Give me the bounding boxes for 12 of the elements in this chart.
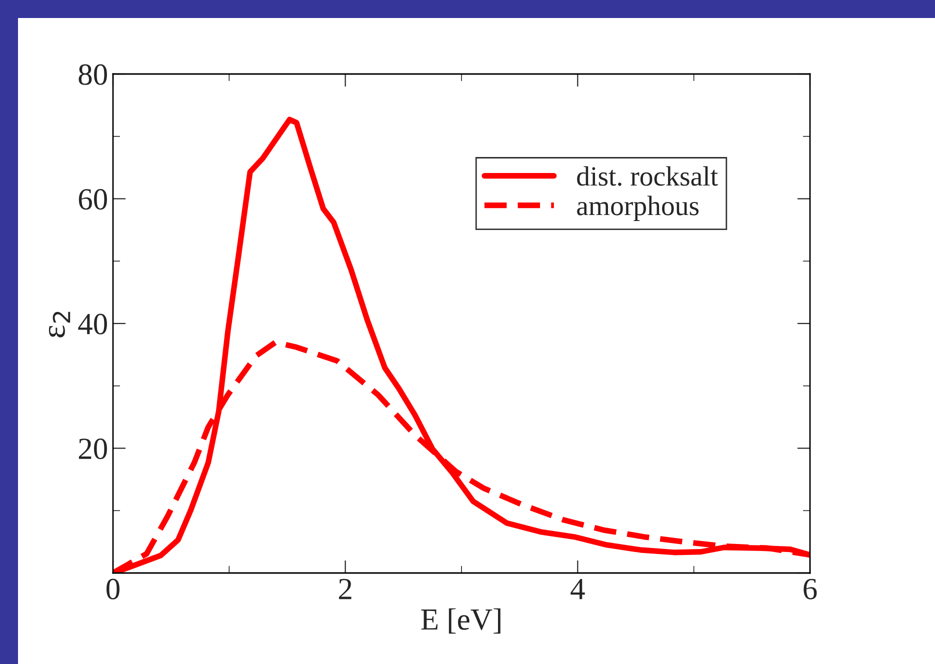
y-tick-label: 60 — [78, 189, 107, 210]
y-tick-label: 80 — [78, 64, 107, 85]
legend-label: dist. rocksalt — [577, 166, 718, 186]
x-tick-label: 0 — [106, 578, 120, 600]
x-tick-label: 6 — [804, 578, 817, 600]
x-axis-title: E [eV] — [421, 608, 500, 634]
y-axis-title: ε$_{2}$ — [48, 312, 70, 338]
x-tick-label: 4 — [570, 578, 585, 600]
y-tick-label: 20 — [78, 438, 107, 460]
legend-label: amorphous — [577, 196, 699, 221]
y-tick-label: 40 — [78, 314, 107, 334]
x-tick-label: 2 — [339, 578, 352, 600]
